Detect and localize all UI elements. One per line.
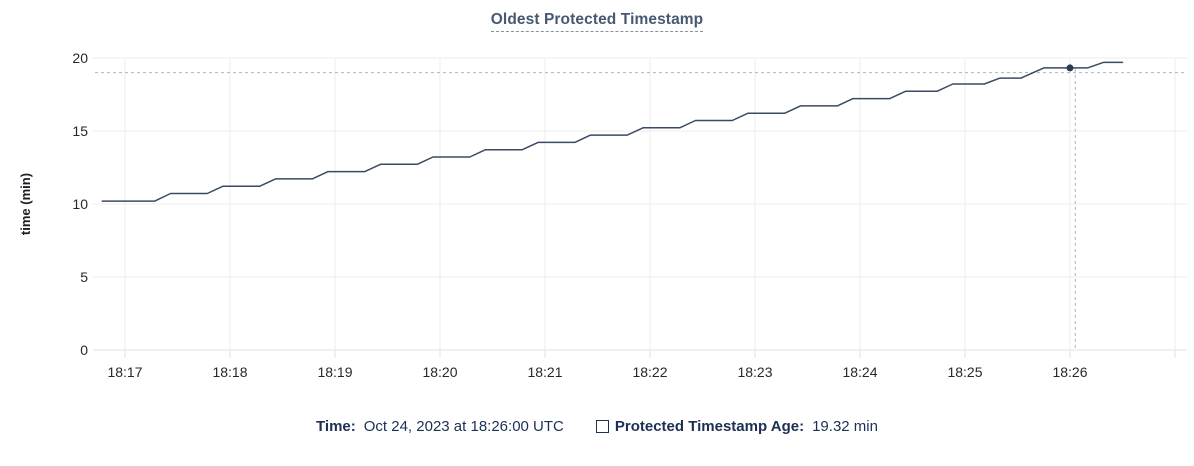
legend-series-label: Protected Timestamp Age: — [614, 418, 805, 435]
legend-series-group: Protected Timestamp Age: 19.32 min — [595, 418, 878, 435]
series-line — [101, 61, 1124, 202]
y-tick-label: 0 — [80, 342, 88, 358]
chart-area: 0 5 10 15 20 18:17 18:18 18:19 18:20 18:21 18:22 18… — [0, 40, 1194, 400]
x-tick-label: 18:23 — [737, 364, 772, 380]
legend-time-label: Time: — [316, 418, 356, 435]
y-tick-label: 5 — [80, 269, 88, 285]
x-tick-label: 18:24 — [842, 364, 877, 380]
x-tick-label: 18:17 — [107, 364, 142, 380]
chart-title[interactable]: Oldest Protected Timestamp — [490, 11, 704, 32]
x-tick-label: 18:25 — [947, 364, 982, 380]
hover-dot — [1066, 64, 1074, 72]
legend-time-group: Time: Oct 24, 2023 at 18:26:00 UTC — [316, 418, 564, 435]
x-tick-label: 18:21 — [527, 364, 562, 380]
legend-time-value: Oct 24, 2023 at 18:26:00 UTC — [363, 418, 564, 435]
x-tick-label: 18:19 — [317, 364, 352, 380]
x-tick-label: 18:20 — [422, 364, 457, 380]
x-tick-label: 18:18 — [212, 364, 247, 380]
y-tick-label: 15 — [72, 123, 88, 139]
chart-header: Oldest Protected Timestamp — [0, 0, 1194, 40]
timeseries-chart[interactable]: 0 5 10 15 20 18:17 18:18 18:19 18:20 18:21 18:22 18… — [0, 40, 1194, 400]
y-tick-label: 20 — [72, 50, 88, 66]
x-tick-label: 18:26 — [1052, 364, 1087, 380]
y-tick-label: 10 — [72, 196, 88, 212]
x-tick-label: 18:22 — [632, 364, 667, 380]
series-toggle-checkbox[interactable] — [595, 420, 609, 433]
y-axis-label: time (min) — [18, 173, 33, 235]
chart-legend: Time: Oct 24, 2023 at 18:26:00 UTC Prote… — [0, 418, 1194, 435]
legend-series-value: 19.32 min — [812, 418, 878, 435]
